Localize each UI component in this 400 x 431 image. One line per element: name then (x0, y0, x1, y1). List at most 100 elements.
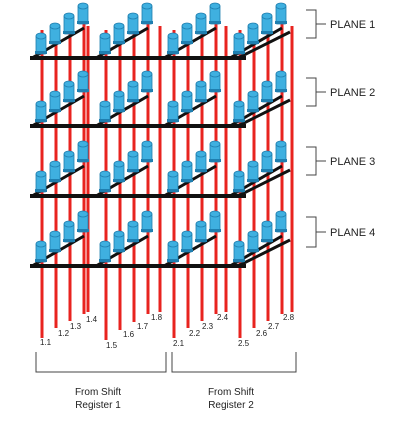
led-icon (181, 22, 193, 45)
pin-label-1-7: 1.7 (137, 322, 149, 331)
led-icon (209, 70, 221, 93)
led-icon (233, 170, 245, 193)
led-icon (261, 150, 273, 173)
plane-1-bracket: PLANE 1 (306, 9, 375, 39)
shift-register-1-label-line2: Register 1 (75, 400, 121, 411)
led-array (35, 2, 287, 263)
pin-label-2-2: 2.2 (189, 329, 201, 338)
plane-4-label: PLANE 4 (330, 227, 375, 239)
plane-4-bracket: PLANE 4 (306, 216, 375, 248)
led-icon (181, 160, 193, 183)
led-icon (35, 32, 47, 55)
plane-2-brace (306, 77, 326, 107)
led-icon (181, 230, 193, 253)
led-icon (63, 80, 75, 103)
pin-label-1-2: 1.2 (58, 329, 70, 338)
shift-register-2-label-line1: From Shift (208, 387, 254, 398)
led-icon (141, 70, 153, 93)
led-icon (127, 150, 139, 173)
led-icon (167, 100, 179, 123)
pin-label-1-1: 1.1 (40, 338, 52, 347)
shift-register-2-brace (171, 352, 297, 373)
pin-label-2-8: 2.8 (283, 313, 295, 322)
led-icon (49, 160, 61, 183)
shift-register-1-label-line1: From Shift (75, 387, 121, 398)
led-icon (35, 100, 47, 123)
led-icon (99, 32, 111, 55)
led-icon (275, 140, 287, 163)
plane-bus-end (237, 30, 291, 60)
led-icon (99, 100, 111, 123)
pin-label-2-3: 2.3 (202, 322, 214, 331)
plane-bus-end (237, 98, 291, 128)
pin-label-2-6: 2.6 (256, 329, 268, 338)
pin-label-2-1: 2.1 (173, 339, 185, 348)
led-icon (247, 90, 259, 113)
led-icon (275, 70, 287, 93)
led-icon (141, 140, 153, 163)
led-icon (275, 2, 287, 25)
led-icon (167, 32, 179, 55)
led-icon (63, 12, 75, 35)
pin-label-2-5: 2.5 (238, 339, 250, 348)
led-icon (195, 220, 207, 243)
led-icon (35, 170, 47, 193)
plane-2-bracket: PLANE 2 (306, 77, 375, 107)
shift-register-brackets: From Shift Register 1 From Shift Registe… (35, 352, 297, 411)
led-icon (167, 240, 179, 263)
led-icon (113, 90, 125, 113)
led-icon (99, 170, 111, 193)
shift-register-2-label-line2: Register 2 (208, 400, 254, 411)
plane-3-bracket: PLANE 3 (306, 146, 375, 176)
led-icon (63, 150, 75, 173)
led-icon (113, 160, 125, 183)
led-icon (233, 100, 245, 123)
led-icon (127, 80, 139, 103)
plane-3-brace (306, 146, 326, 176)
plane-1-label: PLANE 1 (330, 19, 375, 31)
led-icon (195, 12, 207, 35)
plane-2-label: PLANE 2 (330, 87, 375, 99)
led-icon (77, 210, 89, 233)
led-icon (209, 2, 221, 25)
led-icon (209, 210, 221, 233)
led-icon (167, 170, 179, 193)
led-icon (247, 230, 259, 253)
led-icon (49, 230, 61, 253)
pin-label-1-5: 1.5 (106, 341, 118, 350)
led-icon (127, 12, 139, 35)
pin-label-1-8: 1.8 (151, 313, 163, 322)
led-icon (49, 22, 61, 45)
led-icon (275, 210, 287, 233)
led-icon (261, 12, 273, 35)
pin-label-1-4: 1.4 (86, 315, 98, 324)
led-icon (141, 2, 153, 25)
led-icon (141, 210, 153, 233)
shift-register-2-group: From Shift Register 2 (171, 352, 297, 411)
led-icon (261, 80, 273, 103)
plane-bus-end (237, 238, 291, 268)
led-icon (77, 140, 89, 163)
plane-brackets: PLANE 1 PLANE 2 PLANE 3 PLANE 4 (306, 9, 375, 248)
plane-4-brace (306, 216, 326, 248)
led-icon (63, 220, 75, 243)
shift-register-1-brace (35, 352, 167, 373)
led-icon (233, 240, 245, 263)
led-icon (247, 22, 259, 45)
led-icon (99, 240, 111, 263)
led-icon (113, 22, 125, 45)
led-icon (247, 160, 259, 183)
led-icon (127, 220, 139, 243)
led-icon (195, 80, 207, 103)
pin-label-1-6: 1.6 (123, 330, 135, 339)
led-icon (77, 70, 89, 93)
led-icon (49, 90, 61, 113)
pin-label-2-4: 2.4 (217, 313, 229, 322)
plane-1-brace (306, 9, 326, 39)
plane-bus-end (237, 168, 291, 198)
led-icon (209, 140, 221, 163)
shift-register-1-group: From Shift Register 1 (35, 352, 167, 411)
led-icon (233, 32, 245, 55)
led-icon (181, 90, 193, 113)
pin-labels: 1.1 1.2 1.3 1.4 1.5 1.6 1.7 1.8 2.1 2.2 … (40, 313, 295, 350)
